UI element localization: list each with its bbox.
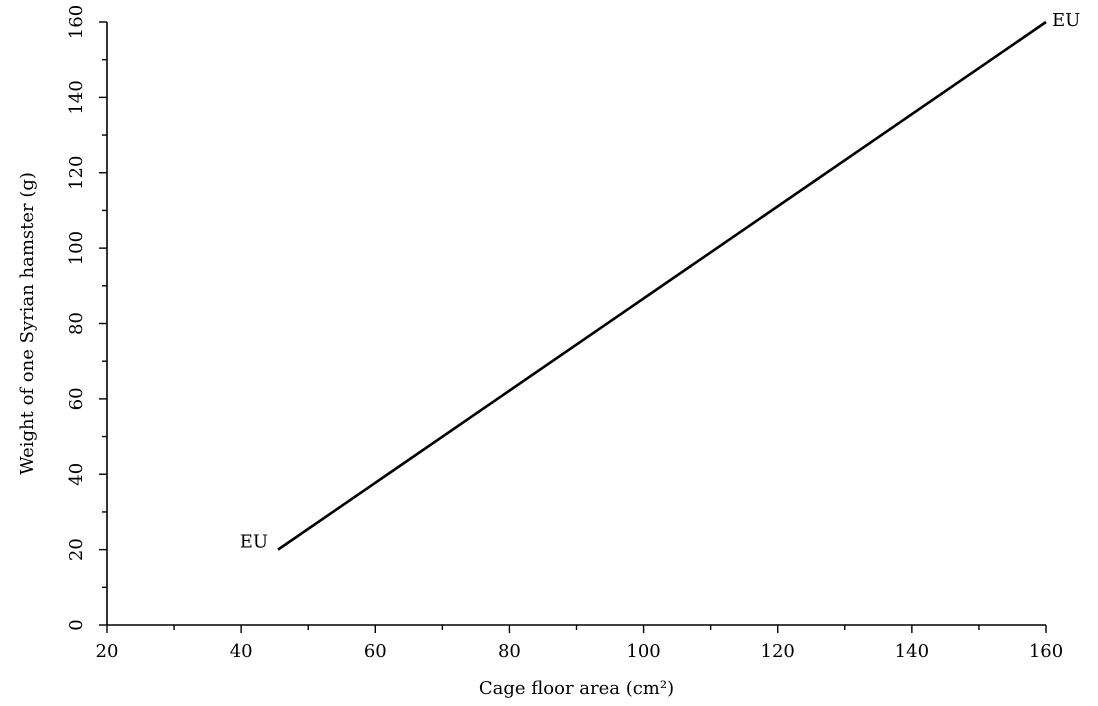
y-tick-label: 80 [66, 312, 87, 335]
x-tick-label: 100 [626, 641, 660, 662]
y-tick-label: 140 [66, 80, 87, 114]
annotation-label: EU [240, 532, 268, 553]
y-axis-ticks: 0 20 40 60 80 100 120 140 160 [66, 5, 107, 631]
y-tick-label: 40 [66, 463, 87, 486]
x-tick-label: 20 [96, 641, 119, 662]
series-layer [277, 20, 1047, 551]
y-tick-label: 160 [66, 5, 87, 39]
y-axis-title: Weight of one Syrian hamster (g) [17, 172, 38, 475]
x-tick-label: 40 [230, 641, 253, 662]
y-tick-label: 0 [66, 619, 87, 630]
y-tick-label: 100 [66, 231, 87, 265]
plot-area: 0 20 40 60 80 100 120 140 160 20 40 60 80 100 120 140 1… [66, 5, 1080, 662]
y-tick-label: 20 [66, 538, 87, 561]
x-tick-label: 60 [364, 641, 387, 662]
x-tick-label: 140 [895, 641, 929, 662]
x-tick-label: 120 [761, 641, 795, 662]
x-axis-ticks: 20 40 60 80 100 120 140 160 [96, 625, 1063, 662]
y-tick-label: 120 [66, 156, 87, 190]
x-axis-title: Cage floor area (cm²) [479, 678, 674, 699]
series-line [277, 20, 1047, 551]
annotation-label: EU [1052, 10, 1080, 31]
y-tick-label: 60 [66, 387, 87, 410]
x-tick-label: 160 [1029, 641, 1063, 662]
annotation-layer: EU EU [240, 10, 1081, 553]
x-tick-label: 80 [498, 641, 521, 662]
